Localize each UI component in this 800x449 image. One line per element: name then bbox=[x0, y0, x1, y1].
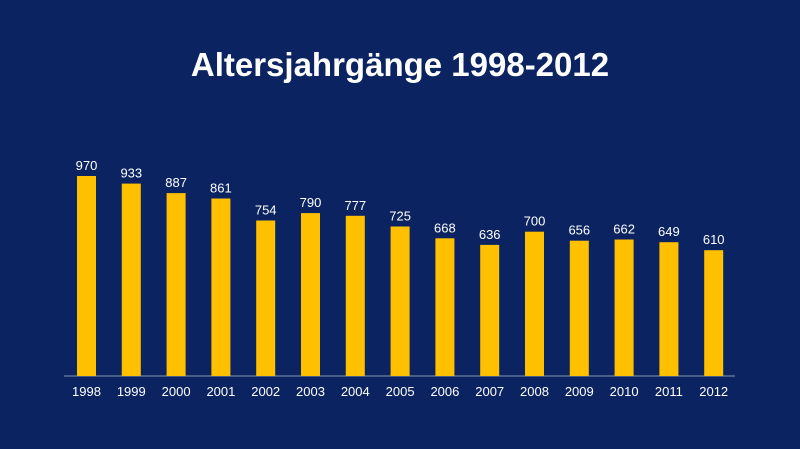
x-tick-label-2003: 2003 bbox=[296, 384, 325, 399]
bar-2002 bbox=[256, 220, 276, 376]
x-tick-label-2009: 2009 bbox=[565, 384, 594, 399]
bar-2003 bbox=[301, 213, 320, 376]
x-tick-label-2005: 2005 bbox=[386, 384, 415, 399]
bar-2007 bbox=[480, 244, 500, 376]
x-tick-label-1998: 1998 bbox=[72, 384, 101, 399]
bar-2006 bbox=[435, 238, 455, 376]
bar-2005 bbox=[390, 226, 410, 376]
bar-2004 bbox=[345, 215, 365, 376]
x-tick-label-2012: 2012 bbox=[699, 384, 728, 399]
data-label-2002: 754 bbox=[255, 203, 277, 218]
x-tick-label-2008: 2008 bbox=[520, 384, 549, 399]
x-tick-label-2006: 2006 bbox=[430, 384, 459, 399]
data-label-2010: 662 bbox=[613, 222, 635, 237]
x-tick-label-2000: 2000 bbox=[162, 384, 191, 399]
data-label-2011: 649 bbox=[658, 224, 680, 239]
x-tick-label-1999: 1999 bbox=[117, 384, 146, 399]
data-label-2007: 636 bbox=[479, 227, 501, 242]
data-label-1999: 933 bbox=[120, 166, 142, 181]
bar-2012 bbox=[704, 250, 724, 376]
data-label-2001: 861 bbox=[210, 181, 232, 196]
data-label-2009: 656 bbox=[568, 223, 590, 238]
bar-2008 bbox=[525, 231, 544, 376]
data-label-2005: 725 bbox=[389, 209, 411, 224]
x-tick-label-2010: 2010 bbox=[610, 384, 639, 399]
data-label-1998: 970 bbox=[76, 158, 98, 173]
bar-2009 bbox=[569, 240, 589, 376]
chart-title: Altersjahrgänge 1998-2012 bbox=[190, 46, 610, 83]
data-label-2004: 777 bbox=[344, 198, 366, 213]
bar-1999 bbox=[121, 183, 141, 376]
x-tick-label-2011: 2011 bbox=[655, 384, 683, 399]
data-label-2006: 668 bbox=[434, 220, 456, 235]
x-tick-label-2002: 2002 bbox=[251, 384, 280, 399]
data-label-2012: 610 bbox=[703, 232, 725, 247]
data-label-2003: 790 bbox=[300, 195, 322, 210]
bar-2010 bbox=[614, 239, 634, 376]
bar-2000 bbox=[166, 193, 186, 376]
bar-2001 bbox=[211, 198, 231, 376]
data-label-2008: 700 bbox=[524, 214, 546, 229]
x-tick-label-2007: 2007 bbox=[475, 384, 504, 399]
data-label-2000: 887 bbox=[165, 175, 187, 190]
x-tick-label-2004: 2004 bbox=[341, 384, 370, 399]
x-tick-label-2001: 2001 bbox=[206, 384, 235, 399]
bar-2011 bbox=[659, 242, 679, 376]
bar-1998 bbox=[77, 176, 96, 376]
